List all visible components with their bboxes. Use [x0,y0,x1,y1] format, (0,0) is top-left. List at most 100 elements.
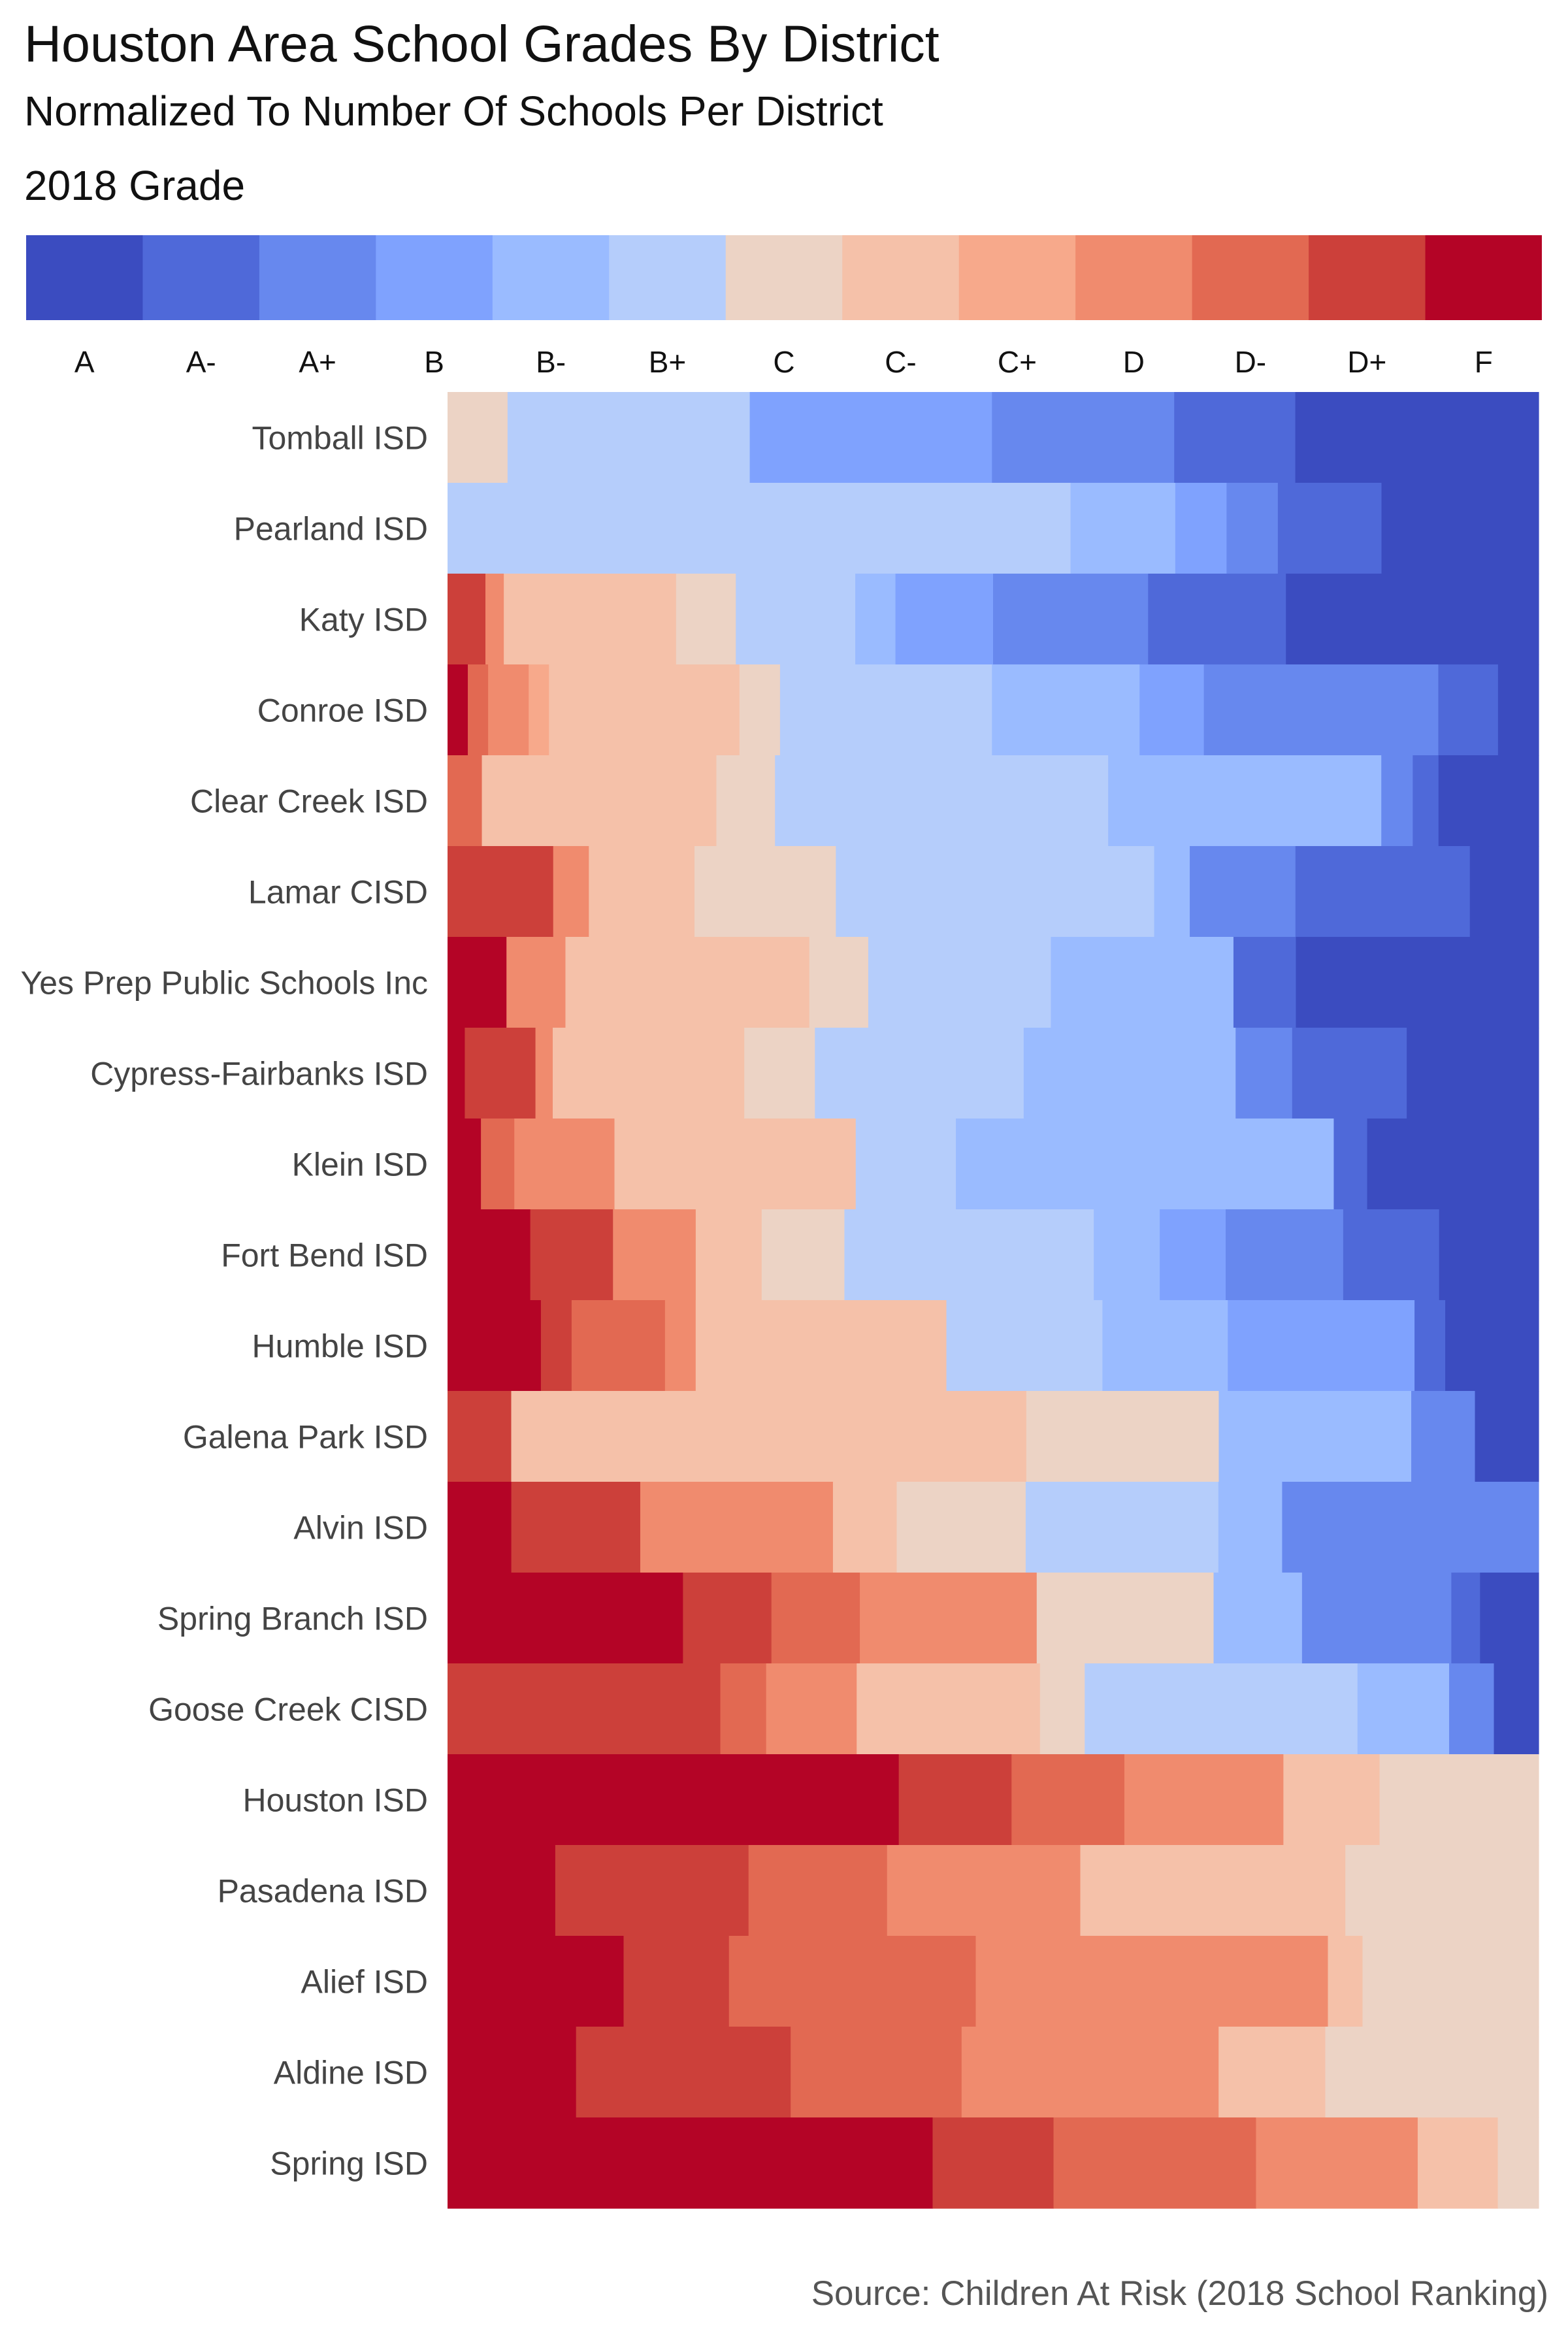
category-label-alvin-isd: Alvin ISD [293,1510,428,1546]
bar-segment-clear-creek-isd-b-plus [775,755,1109,847]
legend-label-b-minus: B- [536,345,566,379]
bar-segment-pasadena-isd-d [887,1845,1081,1936]
bar-segment-spring-branch-isd-a-minus [1451,1573,1480,1664]
bar-segment-fort-bend-isd-d [613,1209,696,1301]
bar-segment-alief-isd-d-plus [623,1936,730,2027]
bar-segment-clear-creek-isd-a-plus [1381,755,1413,847]
legend-label-c-minus: C- [885,345,917,379]
legend-swatch-a [26,235,143,320]
bar-segment-pearland-isd-a [1381,483,1539,574]
bar-segment-fort-bend-isd-b [1160,1209,1226,1301]
bar-segment-katy-isd-d [485,574,504,665]
bar-segment-katy-isd-a-plus [993,574,1149,665]
bar-segment-alvin-isd-d [640,1482,834,1573]
bar-segment-goose-creek-cisd-a-plus [1449,1663,1495,1755]
bar-segment-spring-branch-isd-d-minus [771,1573,860,1664]
bar-segment-fort-bend-isd-c [761,1209,845,1301]
bar-segment-lamar-cisd-b-plus [836,846,1155,938]
category-label-katy-isd: Katy ISD [299,602,428,638]
bar-segment-goose-creek-cisd-c [1039,1663,1085,1755]
bar-segment-humble-isd-b-minus [1102,1300,1228,1392]
color-legend: A A- A+ B B- B+ C C- C+ D D- D+ F [26,235,1542,379]
bar-segment-tomball-isd-a [1295,392,1539,483]
bar-segment-katy-isd-a-minus [1148,574,1286,665]
bar-segment-tomball-isd-b [749,392,992,483]
bar-segment-houston-isd-d [1124,1754,1284,1846]
bar-segment-tomball-isd-a-plus [992,392,1175,483]
bar-segment-katy-isd-a [1286,574,1539,665]
bar-segment-humble-isd-a-minus [1414,1300,1446,1392]
bar-segment-conroe-isd-b-plus [779,664,992,756]
bar-segment-conroe-isd-b-minus [992,664,1140,756]
bar-segment-conroe-isd-d-minus [468,664,489,756]
bar-segment-spring-branch-isd-a [1480,1573,1539,1664]
source-note: Source: Children At Risk (2018 School Ra… [811,2274,1548,2313]
bar-segment-houston-isd-c-minus [1283,1754,1380,1846]
bar-segment-alvin-isd-f [448,1482,512,1573]
bar-segment-galena-park-isd-a [1475,1391,1539,1482]
category-label-spring-isd: Spring ISD [270,2146,428,2182]
legend-swatch-d [1075,235,1193,320]
bar-segment-conroe-isd-a-plus [1203,664,1439,756]
bar-segment-aldine-isd-d [961,2027,1219,2118]
legend-swatch-a-minus [142,235,260,320]
bar-segment-tomball-isd-a-minus [1174,392,1296,483]
category-label-fort-bend-isd: Fort Bend ISD [221,1237,428,1274]
bar-segment-humble-isd-b [1228,1300,1415,1392]
bar-segment-fort-bend-isd-f [448,1209,531,1301]
bar-segment-klein-isd-f [448,1119,482,1210]
bar-segment-alief-isd-c [1362,1936,1539,2027]
bar-segment-klein-isd-d [514,1119,615,1210]
bar-segment-cypress-fairbanks-isd-a-plus [1235,1028,1293,1119]
bar-segment-yes-prep-public-schools-inc-b-plus [868,937,1052,1028]
bar-segment-klein-isd-a-minus [1333,1119,1368,1210]
bar-segment-katy-isd-b [895,574,994,665]
bar-segment-pearland-isd-a-plus [1226,483,1279,574]
bar-segment-aldine-isd-f [448,2027,577,2118]
bar-segment-yes-prep-public-schools-inc-b-minus [1051,937,1234,1028]
bar-segment-humble-isd-d [664,1300,696,1392]
bar-segment-spring-isd-f [448,2117,934,2209]
bar-segment-tomball-isd-c [448,392,508,483]
bar-segment-conroe-isd-b [1139,664,1205,756]
category-label-lamar-cisd: Lamar CISD [248,874,428,911]
legend-label-d: D [1123,345,1145,379]
bar-segment-houston-isd-c [1379,1754,1539,1846]
legend-label-a: A [74,345,95,379]
bar-segment-spring-branch-isd-f [448,1573,683,1664]
legend-swatch-f [1425,235,1542,320]
legend-title: 2018 Grade [24,162,246,209]
bar-segment-conroe-isd-a [1497,664,1539,756]
bar-segment-alief-isd-d [975,1936,1329,2027]
bar-segment-alvin-isd-b-minus [1218,1482,1283,1573]
stacked-bar-chart: Tomball ISD Pearland ISD Katy ISD Conroe IS… [20,392,1539,2209]
bar-segment-katy-isd-b-minus [855,574,896,665]
bar-segment-galena-park-isd-b-minus [1218,1391,1412,1482]
bar-segment-klein-isd-d-minus [481,1119,515,1210]
bar-segment-alvin-isd-c [896,1482,1026,1573]
bar-segment-yes-prep-public-schools-inc-a [1296,937,1539,1028]
bar-segment-fort-bend-isd-a [1439,1209,1539,1301]
bar-segment-cypress-fairbanks-isd-d [535,1028,553,1119]
bar-segment-aldine-isd-c [1325,2027,1539,2118]
bar-segment-fort-bend-isd-a-plus [1226,1209,1344,1301]
bar-segment-tomball-isd-b-plus [507,392,751,483]
bar-segment-conroe-isd-c [739,664,781,756]
bar-segment-pasadena-isd-c-minus [1080,1845,1346,1936]
category-label-houston-isd: Houston ISD [243,1782,428,1819]
category-label-aldine-isd: Aldine ISD [274,2055,428,2091]
chart-subtitle: Normalized To Number Of Schools Per Dist… [24,88,883,135]
bar-segment-clear-creek-isd-a-minus [1413,755,1439,847]
bar-segment-goose-creek-cisd-d-plus [448,1663,721,1755]
bar-segment-yes-prep-public-schools-inc-c [809,937,869,1028]
bar-segment-spring-branch-isd-d-plus [683,1573,772,1664]
bar-segment-lamar-cisd-c-minus [589,846,695,938]
bar-segment-klein-isd-b-plus [855,1119,956,1210]
bar-segment-pasadena-isd-f [448,1845,556,1936]
legend-swatch-a-plus [259,235,376,320]
bar-segment-fort-bend-isd-a-minus [1343,1209,1440,1301]
bar-segment-conroe-isd-f [448,664,468,756]
bar-segment-cypress-fairbanks-isd-c [744,1028,815,1119]
bar-segment-fort-bend-isd-d-plus [530,1209,613,1301]
bar-segment-houston-isd-d-minus [1011,1754,1125,1846]
